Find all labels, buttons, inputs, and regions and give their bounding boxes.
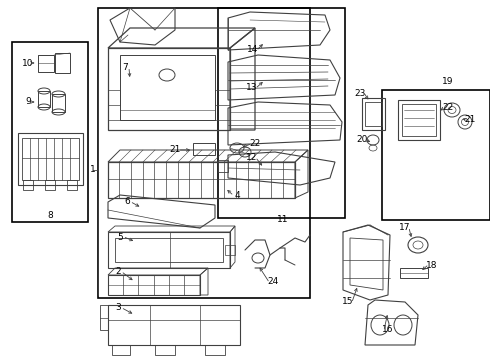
Text: 3: 3 [115, 303, 121, 312]
Text: 4: 4 [234, 190, 240, 199]
Text: 22: 22 [249, 139, 261, 148]
Text: 7: 7 [122, 63, 128, 72]
Text: 24: 24 [268, 278, 279, 287]
Text: 9: 9 [25, 98, 31, 107]
Text: 10: 10 [22, 58, 34, 68]
Text: 21: 21 [170, 145, 181, 154]
Text: 20: 20 [356, 135, 368, 144]
Text: 8: 8 [47, 211, 53, 220]
Text: 21: 21 [465, 116, 476, 125]
Text: 19: 19 [442, 77, 454, 86]
Text: 13: 13 [246, 84, 258, 93]
Bar [98, 8, 310, 298]
Text: 2: 2 [115, 267, 121, 276]
Text: 12: 12 [246, 153, 258, 162]
Text: 15: 15 [342, 297, 354, 306]
Text: 22: 22 [442, 104, 454, 112]
Bar [12, 42, 88, 222]
Bar [382, 90, 490, 220]
Text: 1: 1 [90, 166, 96, 175]
Text: 17: 17 [399, 224, 411, 233]
Text: 5: 5 [117, 233, 123, 242]
Text: 6: 6 [124, 198, 130, 207]
Text: 18: 18 [426, 261, 438, 270]
Text: 16: 16 [382, 325, 394, 334]
Text: 23: 23 [354, 89, 366, 98]
Text: 11: 11 [277, 216, 289, 225]
Text: 14: 14 [247, 45, 259, 54]
Bar [218, 8, 345, 218]
